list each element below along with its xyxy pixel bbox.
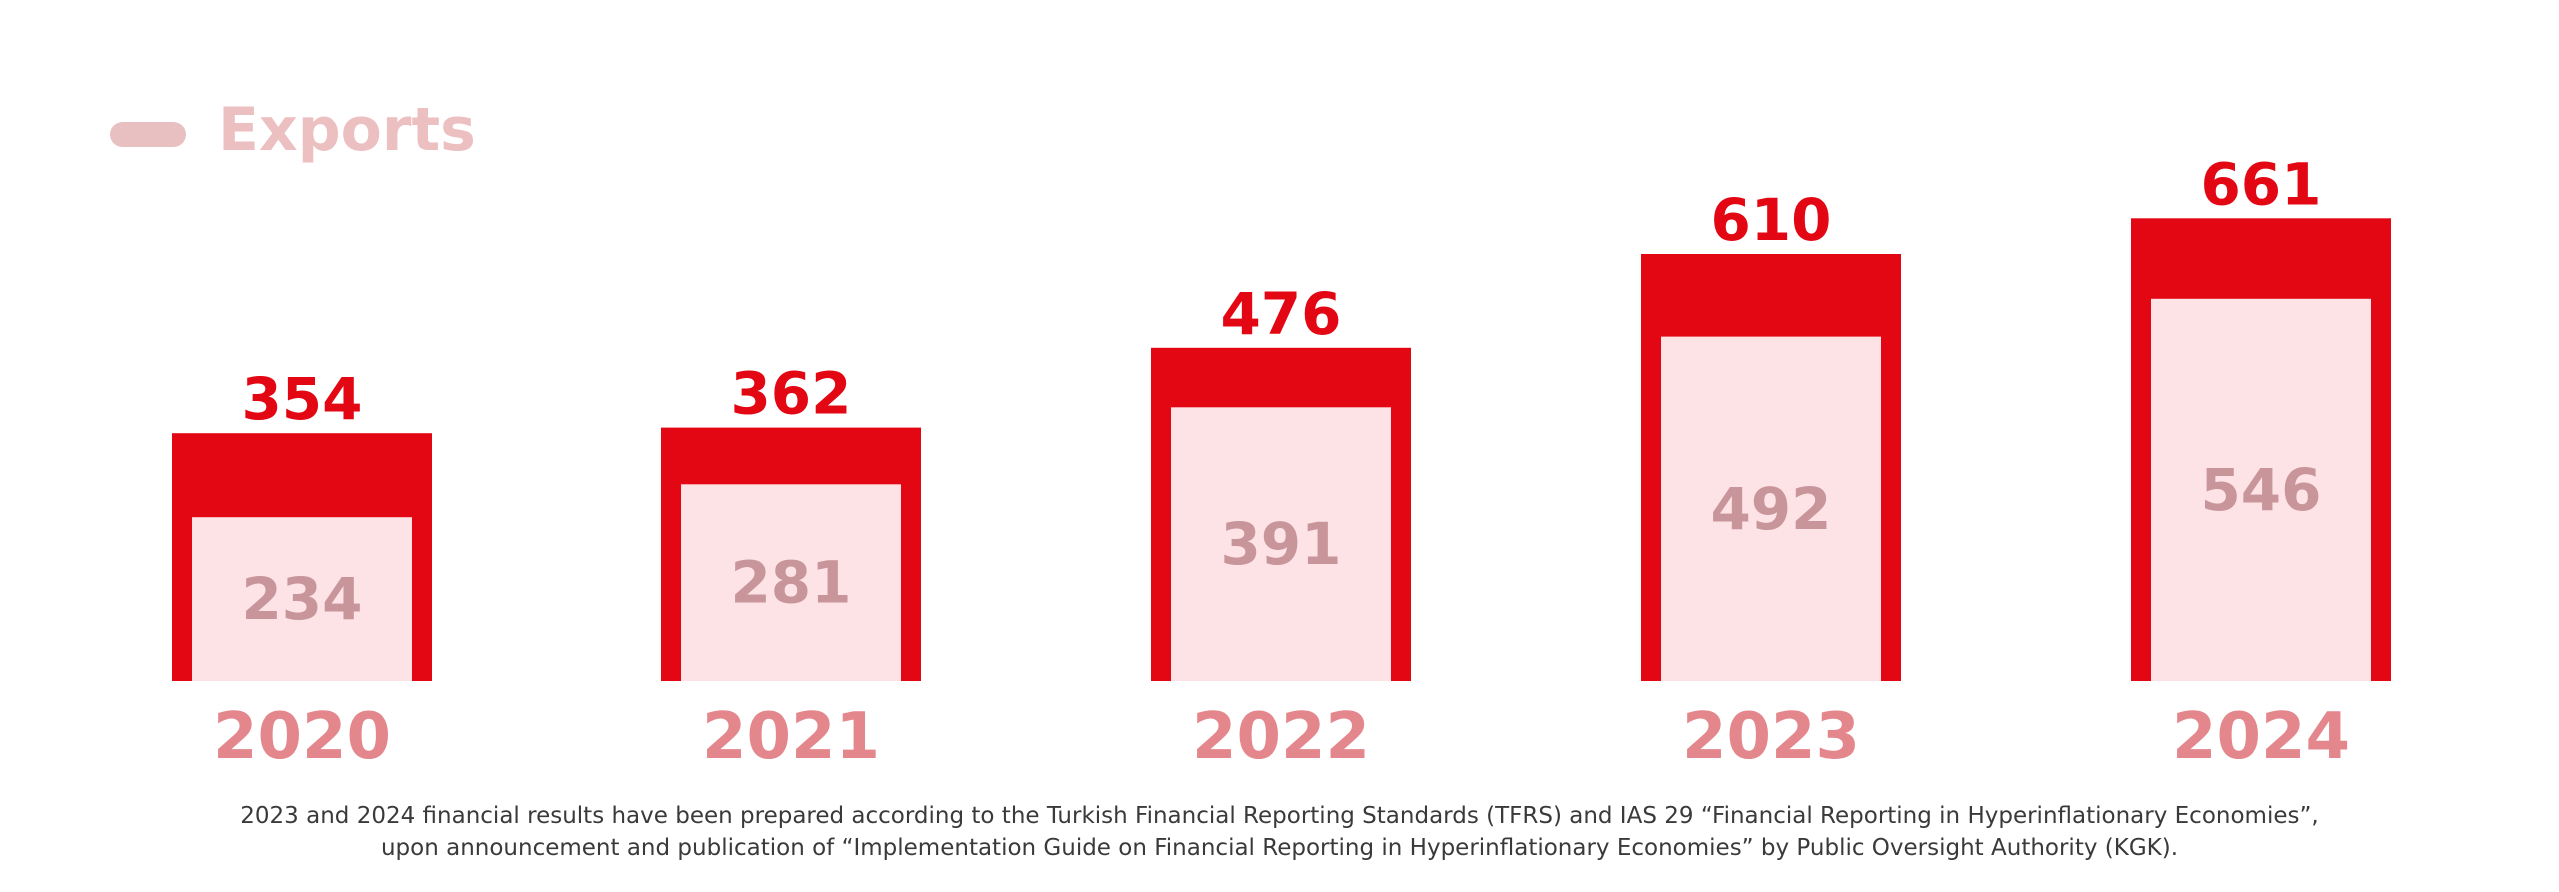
footnote-line-1: 2023 and 2024 financial results have bee… bbox=[240, 803, 2319, 829]
bar-inner-2023 bbox=[1661, 336, 1881, 681]
value-label-inner-2020: 234 bbox=[241, 565, 362, 633]
value-label-outer-2021: 362 bbox=[730, 360, 851, 428]
value-label-inner-2024: 546 bbox=[2200, 456, 2321, 524]
value-label-outer-2020: 354 bbox=[241, 365, 362, 433]
value-label-outer-2022: 476 bbox=[1220, 280, 1341, 348]
chart-title: Exports bbox=[218, 95, 476, 165]
exports-bar-chart: Exports 354 234 2020 362 281 2021 476 391 2022 61… bbox=[110, 95, 2391, 774]
value-label-inner-2023: 492 bbox=[1710, 475, 1831, 543]
category-label-2023: 2023 bbox=[1682, 700, 1860, 774]
category-label-2024: 2024 bbox=[2172, 700, 2350, 774]
value-label-inner-2022: 391 bbox=[1220, 510, 1341, 578]
bar-inner-2022 bbox=[1171, 407, 1391, 681]
value-label-inner-2021: 281 bbox=[730, 549, 851, 617]
category-label-2021: 2021 bbox=[702, 700, 880, 774]
bars-group: 354 234 2020 362 281 2021 476 391 2022 610 492 2023… bbox=[172, 150, 2391, 774]
footnote-line-2: upon announcement and publication of “Im… bbox=[380, 835, 2179, 861]
value-label-outer-2024: 661 bbox=[2200, 150, 2321, 218]
value-label-outer-2023: 610 bbox=[1710, 186, 1831, 254]
bar-inner-2020 bbox=[192, 517, 412, 681]
bar-inner-2021 bbox=[681, 484, 901, 681]
legend-swatch bbox=[110, 122, 186, 147]
bar-inner-2024 bbox=[2151, 298, 2371, 681]
category-label-2020: 2020 bbox=[213, 700, 391, 774]
category-label-2022: 2022 bbox=[1192, 700, 1370, 774]
footnote: 2023 and 2024 financial results have bee… bbox=[0, 800, 2559, 864]
